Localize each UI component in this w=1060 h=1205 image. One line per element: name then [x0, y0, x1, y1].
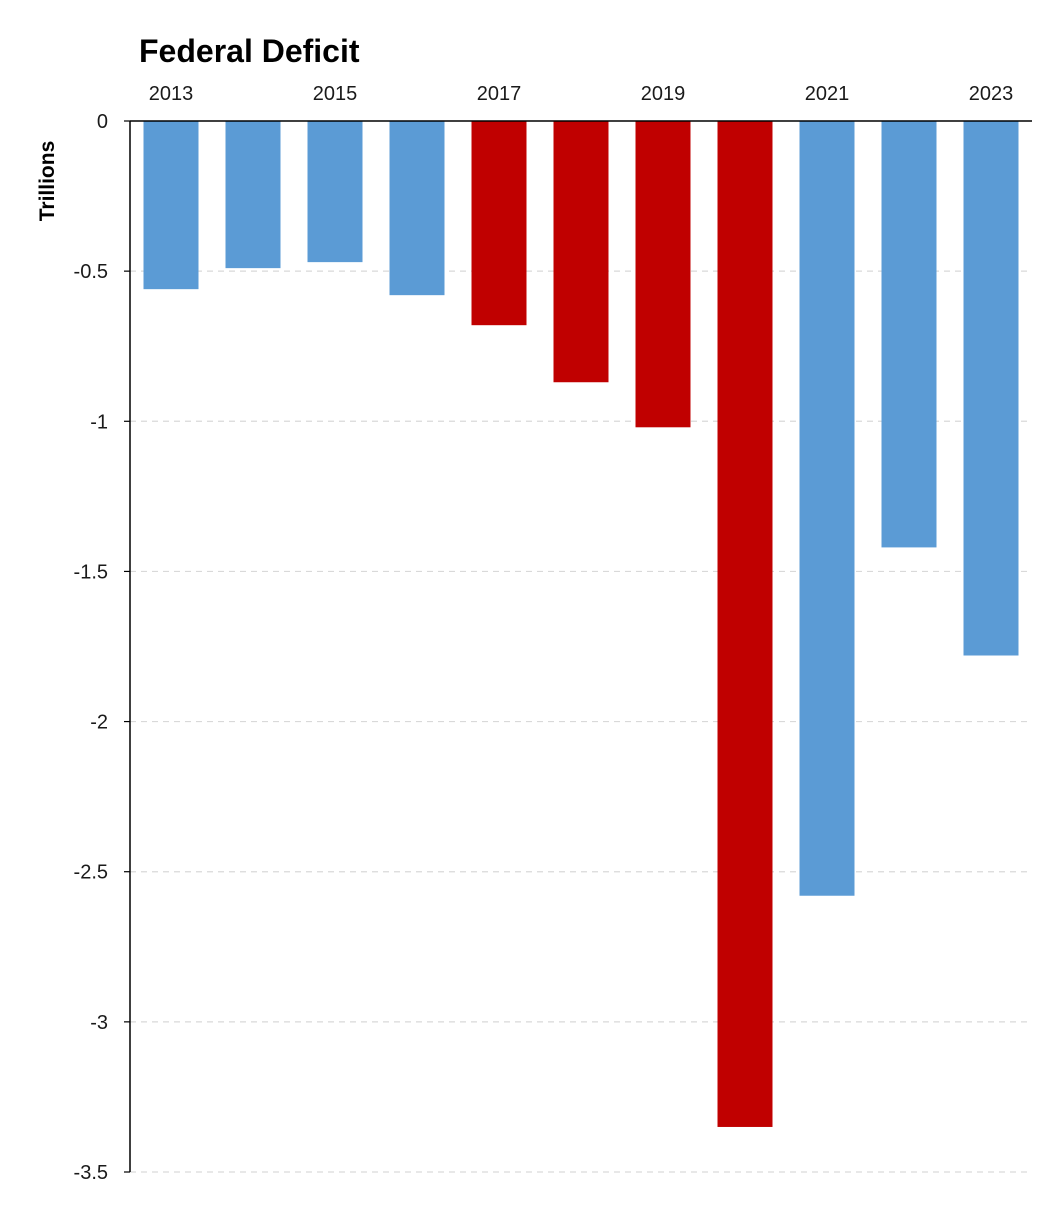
bar-2023: [963, 121, 1019, 656]
y-tick-label: -2.5: [74, 862, 108, 884]
y-tick-label: -3: [90, 1012, 108, 1034]
y-tick-label: -1.5: [74, 561, 108, 583]
y-tick-label: -0.5: [74, 261, 108, 283]
bar-2016: [389, 121, 445, 296]
y-tick-label: -3.5: [74, 1162, 108, 1184]
axes: [124, 120, 1032, 1173]
y-tick-label: -1: [90, 411, 108, 433]
bar-2014: [225, 121, 281, 269]
bar-2013: [143, 121, 199, 290]
chart-title: Federal Deficit: [139, 33, 360, 69]
bar-2015: [307, 121, 363, 263]
x-tick-label: 2017: [477, 83, 522, 105]
bar-2021: [799, 121, 855, 896]
x-tick-label: 2021: [805, 83, 850, 105]
bar-2018: [553, 121, 609, 383]
bar-2019: [635, 121, 691, 428]
x-tick-label: 2019: [641, 83, 686, 105]
x-tick-label: 2023: [969, 83, 1014, 105]
bar-2022: [881, 121, 937, 548]
y-ticks: 0 -0.5 -1 -1.5 -2 -2.5 -3 -3.5: [74, 111, 108, 1184]
y-tick-label: -2: [90, 712, 108, 734]
bars: [143, 121, 1019, 1127]
bar-2020: [717, 121, 773, 1127]
y-axis-label: Trillions: [36, 141, 59, 222]
x-ticks: 2013 2015 2017 2019 2021 2023: [149, 83, 1014, 105]
x-tick-label: 2015: [313, 83, 358, 105]
x-tick-label: 2013: [149, 83, 194, 105]
bar-2017: [471, 121, 527, 326]
y-tick-label: 0: [97, 111, 108, 133]
